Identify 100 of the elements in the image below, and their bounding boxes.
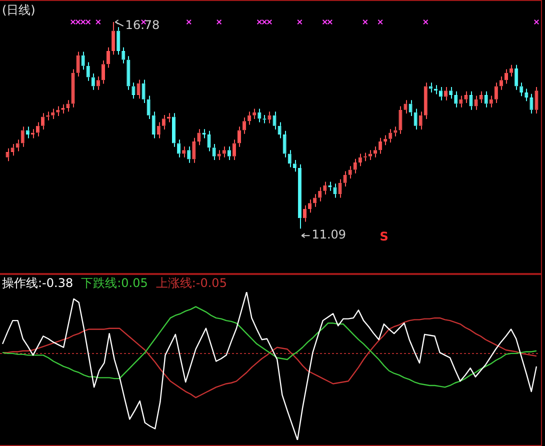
candlestick [338, 178, 342, 198]
candlestick [479, 90, 483, 104]
candlestick [177, 139, 181, 158]
annotation: 11.09 [312, 228, 346, 242]
candlestick [101, 60, 105, 84]
text: 下跌线:0.05 [81, 276, 148, 290]
candlestick [242, 116, 246, 134]
candlestick [308, 199, 312, 214]
candlestick [449, 86, 453, 100]
candlestick [343, 170, 347, 187]
chart-title: (日线) [2, 2, 36, 19]
candlestick [192, 137, 196, 164]
candlestick [534, 86, 538, 114]
candlestick [132, 82, 136, 100]
candlestick [51, 108, 55, 120]
candlestick [484, 90, 488, 108]
candlestick [374, 146, 378, 158]
candlestick [136, 79, 140, 100]
candlestick [414, 108, 418, 130]
candlestick [197, 128, 201, 146]
candlestick [182, 146, 186, 158]
candlestick [454, 90, 458, 108]
candlestick [106, 46, 110, 68]
candlestick [26, 126, 30, 139]
candlestick [444, 86, 448, 101]
candlestick [146, 95, 150, 120]
candlestick [398, 106, 402, 134]
text: S [380, 230, 388, 244]
candlestick [469, 90, 473, 110]
candlestick [81, 51, 85, 70]
candlestick [418, 111, 422, 130]
series-label: 操作线:-0.38 [2, 276, 74, 290]
candlestick [368, 150, 372, 160]
candlestick [122, 46, 126, 64]
candlestick [227, 146, 231, 160]
candlestick [494, 82, 498, 104]
candlestick [348, 166, 352, 179]
candlestick [152, 111, 156, 139]
candlestick [388, 128, 392, 144]
candlestick [378, 137, 382, 154]
candlestick [126, 56, 130, 90]
candlestick [504, 68, 508, 84]
candlestick [248, 111, 252, 126]
candlestick [514, 64, 518, 90]
candlestick [20, 126, 24, 148]
text: 上涨线:-0.05 [156, 276, 227, 290]
candlestick [474, 95, 478, 110]
candlestick [282, 130, 286, 158]
candlestick [66, 100, 70, 112]
candlestick [207, 130, 211, 152]
candlestick [439, 86, 443, 101]
candlestick [292, 159, 296, 172]
candlestick [520, 82, 524, 97]
candlestick [408, 100, 412, 117]
candlestick [142, 79, 146, 104]
candlestick [76, 51, 80, 77]
candlestick [302, 204, 307, 222]
candlestick [212, 144, 216, 160]
candlestick [56, 106, 60, 117]
candlestick [323, 181, 327, 195]
candlestick [298, 164, 302, 230]
candlestick [288, 150, 292, 168]
candlestick [258, 108, 262, 123]
candlestick [237, 126, 242, 148]
candlestick [510, 64, 514, 77]
candlestick [404, 100, 408, 114]
candlestick [6, 148, 10, 162]
candlestick [358, 153, 362, 167]
candlestick [424, 82, 428, 120]
candlestick [112, 22, 116, 56]
candlestick [384, 134, 388, 146]
annotation: 16.78 [125, 18, 160, 32]
candlestick [222, 146, 226, 158]
candlestick [530, 93, 534, 114]
candlestick [394, 126, 398, 137]
candlestick [318, 186, 322, 202]
candlestick [278, 122, 282, 139]
candlestick [96, 76, 100, 90]
candlestick [313, 194, 317, 208]
candlestick [91, 73, 95, 90]
candlestick [36, 122, 40, 137]
candlestick [428, 82, 432, 93]
candlestick [464, 90, 468, 104]
candlestick [272, 111, 276, 130]
candlestick [353, 158, 357, 174]
candlestick [172, 112, 176, 148]
candlestick [333, 183, 337, 198]
candlestick [86, 62, 90, 82]
candlestick [41, 112, 45, 130]
candlestick [524, 88, 528, 102]
candlestick [499, 76, 503, 90]
candlestick [71, 68, 75, 108]
candlestick [116, 26, 120, 56]
candlestick [252, 108, 256, 120]
candlestick [10, 144, 14, 156]
candlestick [232, 139, 236, 160]
candlestick [162, 114, 166, 130]
candlestick [187, 146, 191, 164]
candlestick [156, 122, 160, 139]
candlestick [217, 150, 221, 160]
